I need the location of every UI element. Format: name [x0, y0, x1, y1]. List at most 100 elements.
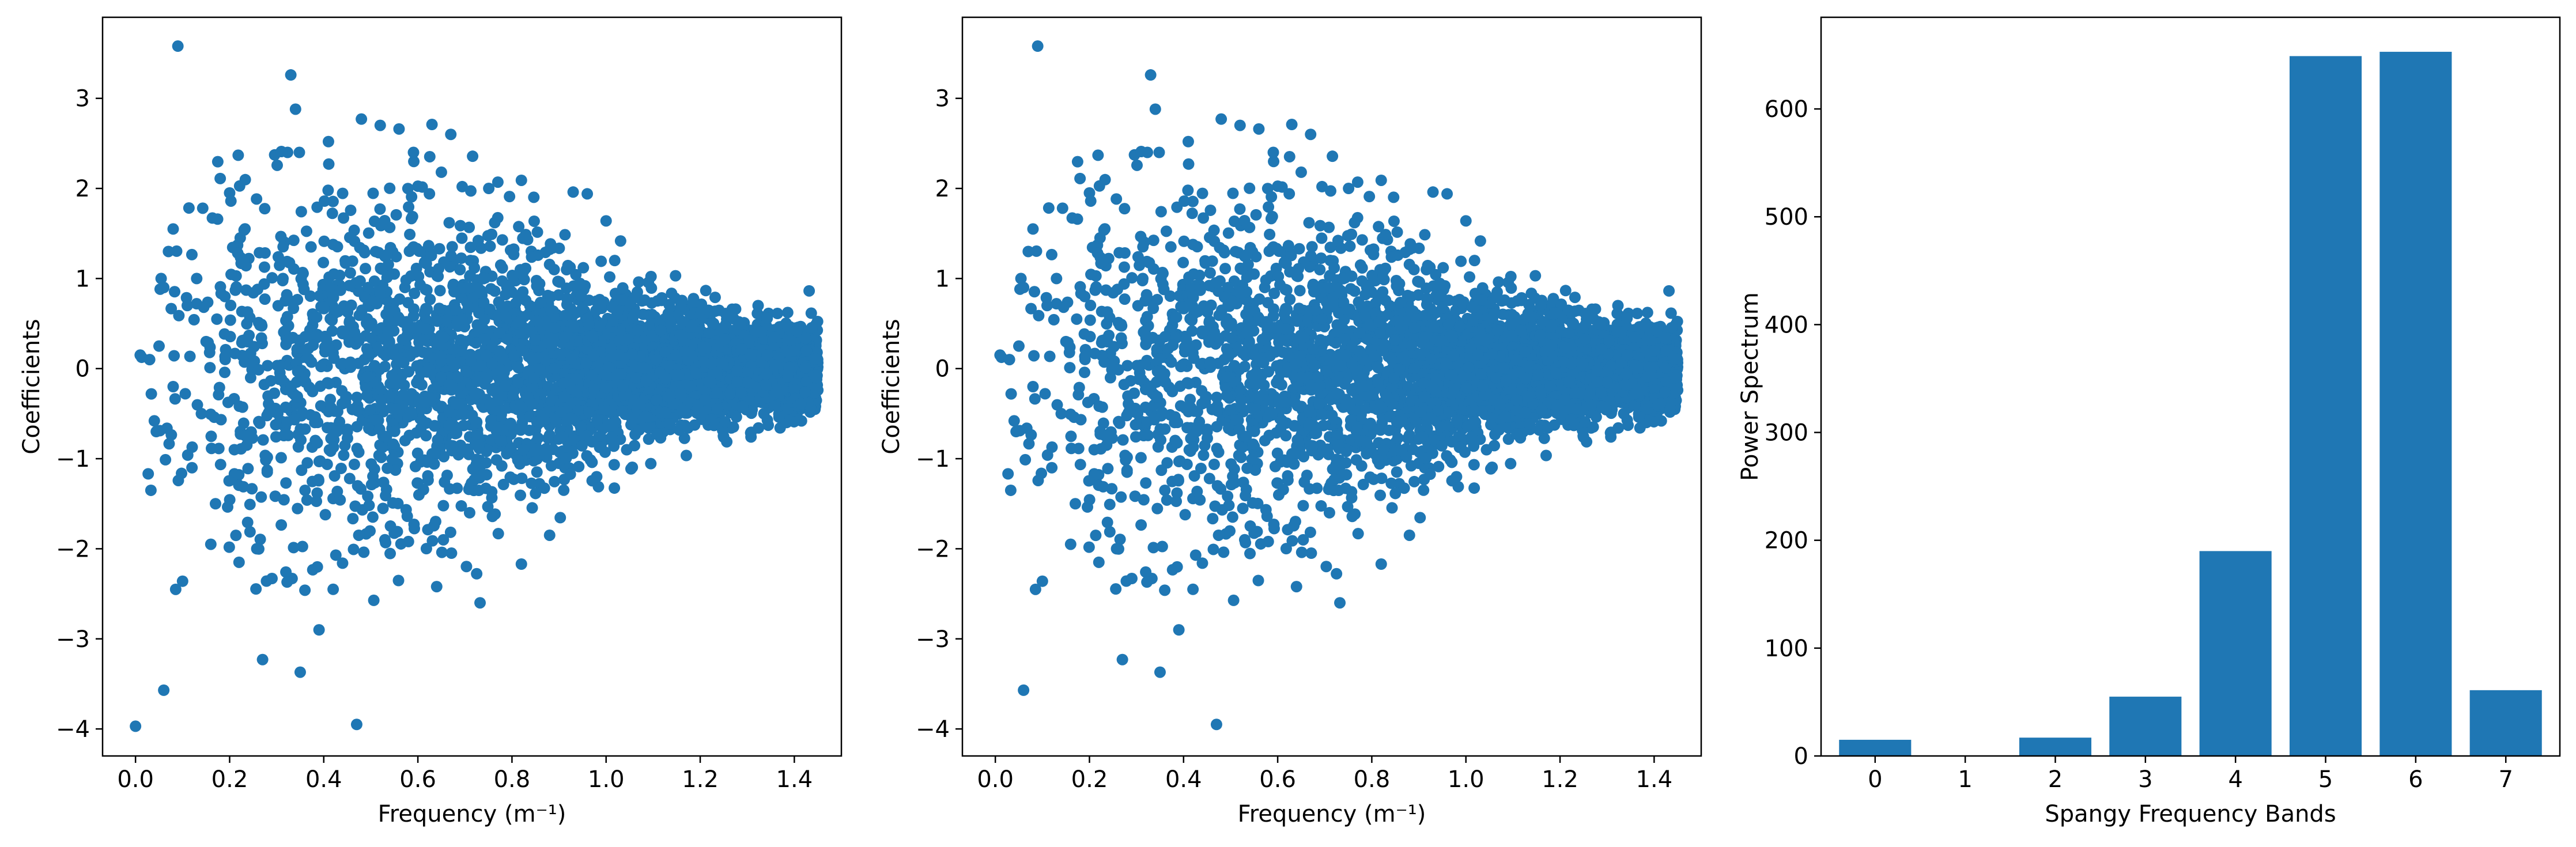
scatter-point	[313, 456, 325, 468]
scatter-point	[617, 282, 629, 294]
x-tick-label: 1.0	[588, 766, 625, 793]
scatter-point	[639, 411, 651, 423]
scatter-point	[224, 314, 236, 326]
scatter-point	[407, 146, 420, 158]
scatter-point	[262, 390, 274, 402]
scatter-point	[307, 385, 319, 398]
scatter-point	[288, 302, 300, 315]
scatter-point	[356, 304, 368, 316]
scatter-point	[773, 387, 785, 399]
scatter-point	[384, 547, 396, 559]
scatter-point	[382, 259, 394, 271]
scatter-point	[456, 408, 468, 420]
scatter-point	[422, 470, 434, 482]
scatter-point	[365, 479, 377, 491]
scatter-point	[211, 213, 224, 225]
scatter-point	[562, 293, 574, 305]
scatter-point	[803, 285, 815, 297]
scatter-point	[219, 350, 231, 362]
scatter-point	[422, 240, 435, 252]
scatter-point	[769, 359, 781, 371]
scatter-point	[678, 432, 690, 444]
scatter-point	[515, 174, 527, 186]
scatter-point	[275, 145, 288, 157]
scatter-point	[280, 566, 292, 578]
scatter-point	[374, 119, 386, 131]
scatter-point	[417, 346, 429, 358]
scatter-point	[165, 302, 177, 315]
scatter-point	[680, 449, 692, 462]
scatter-point	[299, 584, 311, 596]
scatter-point	[365, 458, 377, 470]
scatter-point	[343, 336, 355, 348]
scatter-point	[343, 472, 356, 485]
scatter-point	[426, 119, 438, 131]
scatter-point	[195, 407, 207, 419]
scatter-point	[424, 150, 436, 162]
scatter-point	[259, 203, 271, 215]
scatter-point	[275, 519, 288, 531]
scatter-point	[810, 382, 822, 394]
scatter-point	[645, 457, 657, 470]
scatter-point	[604, 271, 616, 283]
scatter-point	[398, 334, 410, 346]
scatter-point	[646, 308, 658, 320]
scatter-point	[200, 335, 212, 347]
scatter-point	[614, 235, 626, 247]
scatter-point	[558, 484, 570, 496]
scatter-point	[145, 484, 157, 496]
scatter-point	[755, 326, 767, 338]
scatter-point	[296, 540, 308, 553]
scatter-point	[326, 314, 338, 326]
scatter-point	[363, 500, 375, 512]
scatter-point	[573, 460, 585, 472]
scatter-point	[452, 371, 464, 383]
scatter-point	[791, 326, 803, 338]
scatter-point	[520, 229, 532, 241]
scatter-point	[168, 286, 180, 298]
scatter-point	[390, 403, 402, 415]
y-tick-label: −3	[56, 626, 90, 653]
scatter-point	[205, 538, 217, 550]
y-tick-label: −1	[56, 446, 90, 472]
scatter-point	[405, 213, 417, 225]
scatter-point	[450, 304, 462, 316]
scatter-point	[233, 180, 245, 192]
scatter-point	[289, 103, 301, 115]
scatter-point	[408, 519, 420, 531]
scatter-point	[224, 331, 236, 343]
scatter-point	[543, 529, 556, 541]
scatter-point	[528, 334, 541, 346]
scatter-point	[486, 491, 498, 504]
scatter-point	[490, 454, 503, 466]
y-tick-label: 1	[75, 266, 90, 292]
scatter-point	[418, 454, 430, 466]
scatter-point	[153, 340, 165, 352]
scatter-point	[554, 512, 566, 524]
scatter-point	[507, 389, 519, 401]
scatter-point	[393, 123, 405, 135]
scatter-point	[690, 368, 702, 380]
scatter-point	[699, 394, 711, 406]
y-tick-label: 0	[75, 356, 90, 383]
scatter-point	[454, 220, 466, 232]
scatter-point	[323, 444, 335, 456]
scatter-point	[299, 484, 311, 496]
scatter-point	[211, 313, 223, 325]
scatter-point	[291, 391, 303, 403]
scatter-point	[451, 427, 463, 439]
scatter-point	[349, 500, 361, 512]
scatter-point	[309, 411, 321, 423]
scatter-point	[606, 301, 618, 313]
scatter-point	[434, 350, 446, 362]
scatter-point	[261, 466, 273, 478]
scatter-point	[405, 406, 417, 418]
scatter-point	[362, 490, 374, 502]
scatter-point	[466, 409, 478, 421]
scatter-point	[272, 300, 284, 312]
scatter-point	[494, 434, 507, 447]
scatter-point	[418, 396, 430, 409]
scatter-point	[362, 422, 375, 434]
scatter-point	[463, 506, 475, 519]
scatter-point	[484, 240, 496, 252]
